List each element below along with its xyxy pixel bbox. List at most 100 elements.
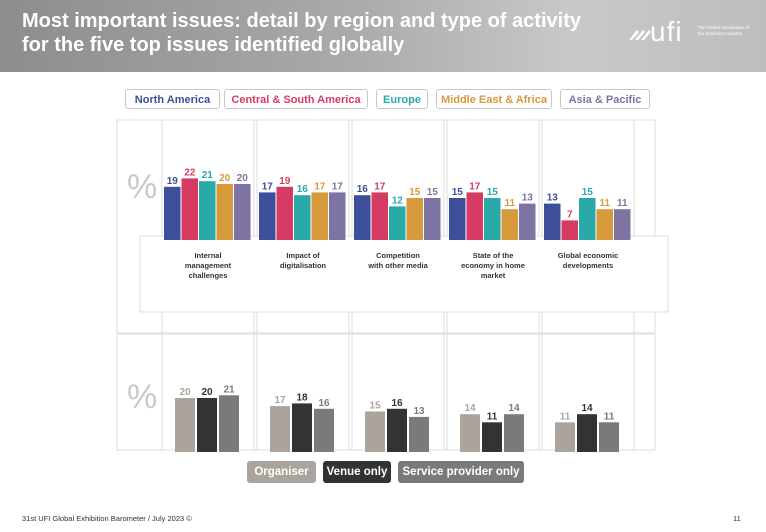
category-label: digitalisation	[280, 261, 327, 270]
top-bar-label: 22	[184, 167, 196, 178]
bottom-percent-label: %	[127, 378, 157, 416]
top-bar-label: 20	[237, 173, 249, 184]
legend-venue-only: Venue only	[323, 461, 391, 483]
top-bar-label: 17	[332, 181, 344, 192]
top-bar-label: 11	[504, 198, 515, 209]
bottom-bar-label: 14	[508, 403, 520, 414]
bottom-bar-label: 13	[413, 406, 425, 417]
category-label: management	[185, 261, 232, 270]
bottom-bar	[197, 398, 217, 452]
slide-header: Most important issues: detail by region …	[0, 0, 766, 72]
top-bar-label: 15	[427, 187, 439, 198]
top-bar	[389, 206, 406, 240]
bottom-bar-label: 11	[604, 411, 615, 422]
top-bar-label: 17	[374, 181, 386, 192]
top-bar-label: 17	[262, 181, 274, 192]
logo-tagline: The Global Association of the Exhibition…	[698, 25, 750, 36]
bottom-bar	[599, 422, 619, 452]
top-bar	[424, 198, 441, 240]
bottom-chart-frame	[116, 333, 656, 451]
bottom-bar-label: 15	[369, 401, 381, 412]
category-label: Global economic	[558, 251, 618, 260]
bottom-bar-label: 20	[201, 387, 213, 398]
category-label: market	[481, 271, 506, 280]
top-bar-label: 11	[599, 198, 610, 209]
top-bar	[519, 203, 536, 240]
top-bar-label: 11	[617, 198, 628, 209]
bottom-bar-label: 11	[560, 411, 571, 422]
category-label: developments	[563, 261, 613, 270]
top-bar	[354, 195, 371, 240]
legend-europe: Europe	[376, 89, 428, 109]
top-bar-label: 15	[582, 187, 594, 198]
bottom-bar	[555, 422, 575, 452]
top-bar-label: 21	[202, 170, 214, 181]
legend-middle-east-africa: Middle East & Africa	[436, 89, 552, 109]
top-bar	[406, 198, 423, 240]
top-bar-label: 16	[357, 184, 369, 195]
top-bar-label: 7	[567, 209, 573, 220]
top-bar-label: 13	[522, 193, 534, 204]
top-bar	[329, 192, 346, 240]
top-bar	[181, 178, 198, 240]
top-bar-label: 20	[219, 173, 231, 184]
bottom-bar-label: 17	[274, 395, 286, 406]
bottom-bar-label: 16	[391, 398, 403, 409]
bottom-bar	[577, 414, 597, 452]
bottom-bar-label: 14	[581, 403, 593, 414]
top-bar	[466, 192, 483, 240]
legend-organiser: Organiser	[247, 461, 316, 483]
top-bar	[164, 186, 181, 240]
bottom-bar	[292, 403, 312, 452]
bottom-bar	[504, 414, 524, 452]
legend-north-america: North America	[125, 89, 220, 109]
category-label: Impact of	[286, 251, 320, 260]
top-bar	[311, 192, 328, 240]
top-bar	[544, 203, 561, 240]
top-bar	[596, 209, 613, 240]
top-bar	[199, 181, 216, 240]
bottom-bar	[409, 416, 429, 452]
bottom-bar	[175, 398, 195, 452]
top-bar	[484, 198, 501, 240]
top-bar-label: 15	[452, 187, 464, 198]
bottom-bar	[482, 422, 502, 452]
top-bar	[234, 184, 251, 240]
category-label: Competition	[376, 251, 420, 260]
bottom-bar	[387, 408, 407, 452]
bottom-bar-label: 14	[464, 403, 476, 414]
top-bar-label: 15	[487, 187, 499, 198]
top-bar	[614, 209, 631, 240]
top-bar	[561, 220, 578, 240]
top-bar-label: 13	[547, 193, 559, 204]
legend-service-provider-only: Service provider only	[398, 461, 524, 483]
top-bar	[449, 198, 466, 240]
top-bar-label: 17	[314, 181, 326, 192]
top-bar-label: 17	[469, 181, 481, 192]
top-bar	[501, 209, 518, 240]
footer-text: 31st UFI Global Exhibition Barometer / J…	[22, 514, 192, 523]
bottom-bar-label: 18	[296, 392, 308, 403]
category-label: State of the	[473, 251, 514, 260]
category-label: economy in home	[461, 261, 525, 270]
top-label-box	[139, 235, 669, 313]
top-bar	[579, 198, 596, 240]
top-percent-label: %	[127, 168, 157, 206]
bottom-bar-label: 21	[223, 384, 235, 395]
top-bar	[259, 192, 276, 240]
category-label: challenges	[189, 271, 228, 280]
page-number: 11	[733, 514, 741, 523]
category-label: Internal	[194, 251, 221, 260]
bottom-bar-label: 16	[318, 398, 330, 409]
bottom-bar-label: 11	[487, 411, 498, 422]
top-bar	[216, 184, 233, 240]
ufi-swoosh-icon	[629, 30, 651, 40]
bottom-bar	[270, 406, 290, 452]
top-bar-label: 19	[279, 176, 291, 187]
bottom-bar	[365, 411, 385, 452]
top-bar-label: 19	[167, 176, 179, 187]
category-label: with other media	[367, 261, 428, 270]
legend-central-south-america: Central & South America	[224, 89, 368, 109]
bottom-bar-label: 20	[179, 387, 191, 398]
